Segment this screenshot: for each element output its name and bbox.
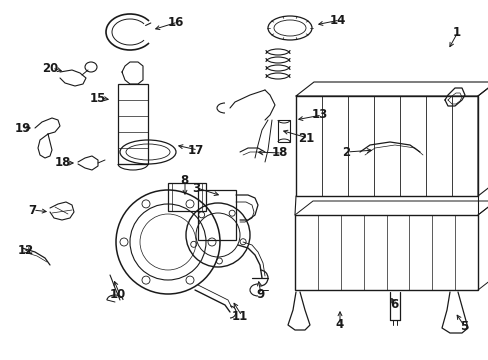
Text: 20: 20 (42, 62, 58, 75)
Text: 17: 17 (187, 144, 204, 157)
Text: 5: 5 (459, 320, 468, 333)
Bar (168, 183, 205, 211)
Text: 8: 8 (180, 174, 188, 186)
Bar (278, 120, 289, 142)
Text: 13: 13 (311, 108, 327, 122)
Text: 7: 7 (28, 203, 36, 216)
Text: 15: 15 (90, 91, 106, 104)
Text: 10: 10 (110, 288, 126, 302)
Bar (118, 84, 148, 164)
Text: 16: 16 (168, 15, 184, 28)
Bar (198, 190, 236, 240)
Text: 4: 4 (334, 319, 343, 332)
Text: 3: 3 (192, 181, 200, 194)
Text: 9: 9 (256, 288, 264, 301)
Text: 18: 18 (271, 147, 288, 159)
Text: 6: 6 (389, 298, 397, 311)
Bar (294, 215, 477, 290)
Bar (295, 96, 477, 196)
Text: 12: 12 (18, 243, 34, 256)
Text: 21: 21 (297, 131, 314, 144)
Text: 14: 14 (329, 13, 346, 27)
Text: 18: 18 (55, 157, 71, 170)
Text: 1: 1 (452, 26, 460, 39)
Text: 2: 2 (341, 145, 349, 158)
Text: 19: 19 (15, 122, 31, 135)
Text: 11: 11 (231, 310, 248, 323)
